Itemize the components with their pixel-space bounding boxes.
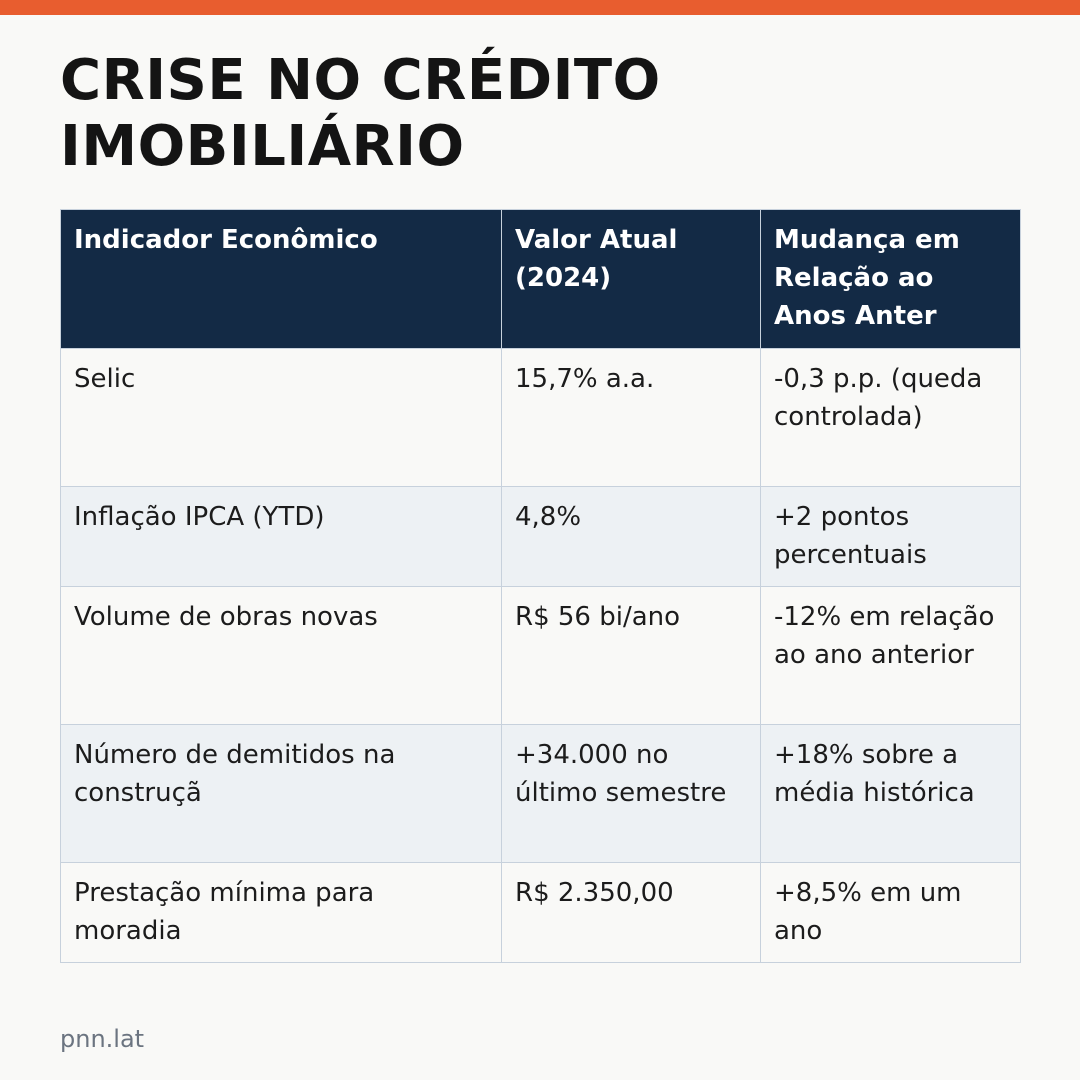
cell-indicator: Volume de obras novas: [60, 586, 502, 725]
table-header-row: Indicador Econômico Valor Atual (2024) M…: [60, 209, 1021, 349]
cell-current-value: R$ 56 bi/ano: [501, 586, 761, 725]
table-row: Selic 15,7% a.a. -0,3 p.p. (queda contro…: [60, 348, 1021, 487]
page-title: CRISE NO CRÉDITO IMOBILIÁRIO: [60, 48, 661, 179]
cell-change: +8,5% em um ano: [760, 862, 1021, 963]
cell-current-value: 15,7% a.a.: [501, 348, 761, 487]
cell-indicator: Prestação mínima para moradia: [60, 862, 502, 963]
column-header-indicator: Indicador Econômico: [60, 209, 502, 349]
cell-current-value: 4,8%: [501, 486, 761, 587]
source-footer: pnn.lat: [60, 1025, 145, 1053]
cell-change: -12% em relação ao ano anterior: [760, 586, 1021, 725]
table-row: Volume de obras novas R$ 56 bi/ano -12% …: [60, 586, 1021, 725]
cell-indicator: Número de demitidos na construçã: [60, 724, 502, 863]
cell-change: +2 pontos percentuais: [760, 486, 1021, 587]
cell-change: +18% sobre a média histórica: [760, 724, 1021, 863]
cell-indicator: Inflação IPCA (YTD): [60, 486, 502, 587]
column-header-current-value: Valor Atual (2024): [501, 209, 761, 349]
cell-current-value: R$ 2.350,00: [501, 862, 761, 963]
cell-indicator: Selic: [60, 348, 502, 487]
table-row: Número de demitidos na construçã +34.000…: [60, 724, 1021, 863]
column-header-change: Mudança em Relação ao Anos Anter: [760, 209, 1021, 349]
table-row: Prestação mínima para moradia R$ 2.350,0…: [60, 862, 1021, 963]
cell-change: -0,3 p.p. (queda controlada): [760, 348, 1021, 487]
cell-current-value: +34.000 no último semestre: [501, 724, 761, 863]
table-row: Inflação IPCA (YTD) 4,8% +2 pontos perce…: [60, 486, 1021, 587]
top-accent-bar: [0, 0, 1080, 15]
economic-indicators-table: Indicador Econômico Valor Atual (2024) M…: [60, 209, 1021, 963]
